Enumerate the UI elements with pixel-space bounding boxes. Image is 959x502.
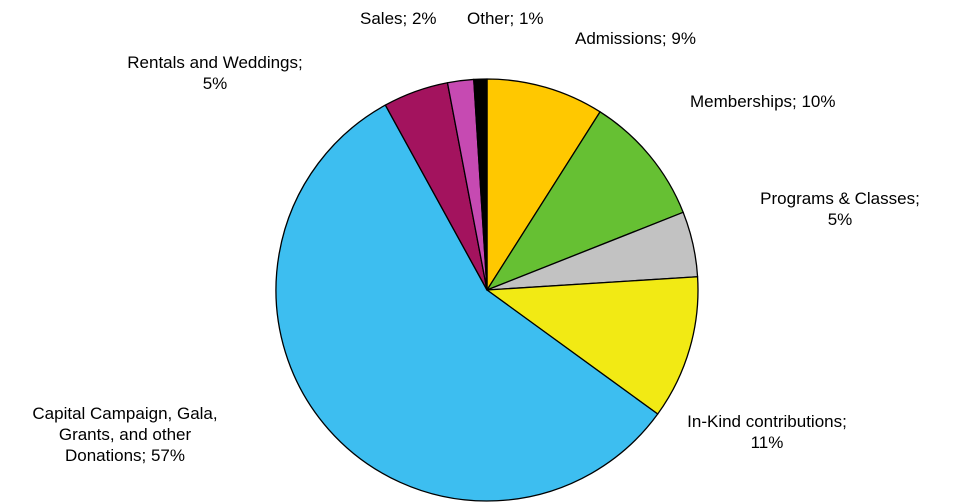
slice-label-sales: Sales; 2% bbox=[360, 9, 437, 28]
slice-label-rentals-weddings: Rentals and Weddings; 5% bbox=[127, 53, 303, 93]
pie-slice-capital-campaign-gala-grants-and-other-donations bbox=[275, 104, 659, 502]
pie-slice-admissions bbox=[486, 78, 601, 291]
slice-label-other: Other; 1% bbox=[467, 9, 544, 28]
pie-slice-other bbox=[473, 78, 488, 291]
slice-label-in-kind-contributions: In-Kind contributions; 11% bbox=[687, 412, 847, 452]
slice-label-capital-campaign: Capital Campaign, Gala, Grants, and othe… bbox=[32, 404, 218, 465]
pie-slice-memberships bbox=[486, 111, 684, 291]
slice-label-programs-classes: Programs & Classes; 5% bbox=[760, 189, 920, 229]
slice-label-memberships: Memberships; 10% bbox=[690, 92, 836, 111]
pie-slice-in-kind-contributions bbox=[486, 276, 699, 415]
slice-label-admissions: Admissions; 9% bbox=[575, 29, 696, 48]
